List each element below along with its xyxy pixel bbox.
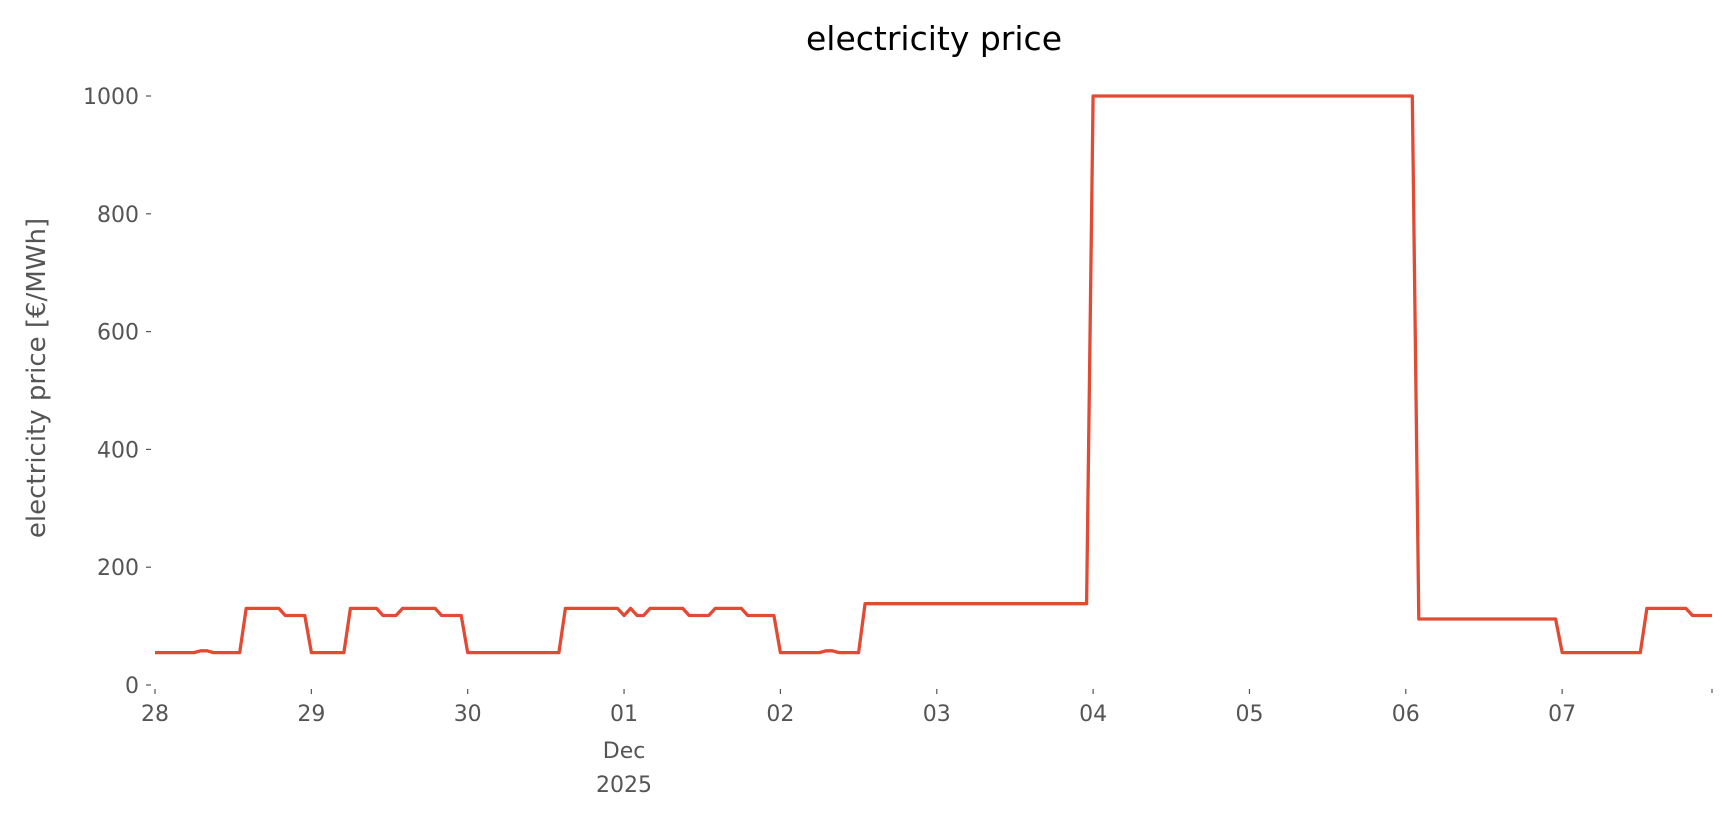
x-tick-label: 01 <box>610 702 638 727</box>
x-tick-label: 07 <box>1548 702 1576 727</box>
x-tick-year-label: 2025 <box>596 773 652 798</box>
x-tick-label: 02 <box>766 702 794 727</box>
x-tick-label: 29 <box>297 702 325 727</box>
y-axis-label: electricity price [€/MWh] <box>22 218 52 538</box>
x-tick-label: 06 <box>1392 702 1420 727</box>
x-tick-month-label: Dec <box>603 739 646 764</box>
y-tick-label: 0 <box>125 674 139 699</box>
chart-title: electricity price <box>806 19 1062 58</box>
price-series-line <box>155 94 1712 655</box>
y-tick-label: 800 <box>97 203 139 228</box>
y-tick-label: 400 <box>97 438 139 463</box>
x-tick-label: 30 <box>454 702 482 727</box>
x-tick-label: 28 <box>141 702 169 727</box>
x-tick-label: 04 <box>1079 702 1107 727</box>
x-tick-label: 03 <box>923 702 951 727</box>
x-tick-label: 05 <box>1235 702 1263 727</box>
y-tick-label: 1000 <box>83 85 139 110</box>
y-tick-label: 600 <box>97 321 139 346</box>
y-tick-label: 200 <box>97 556 139 581</box>
